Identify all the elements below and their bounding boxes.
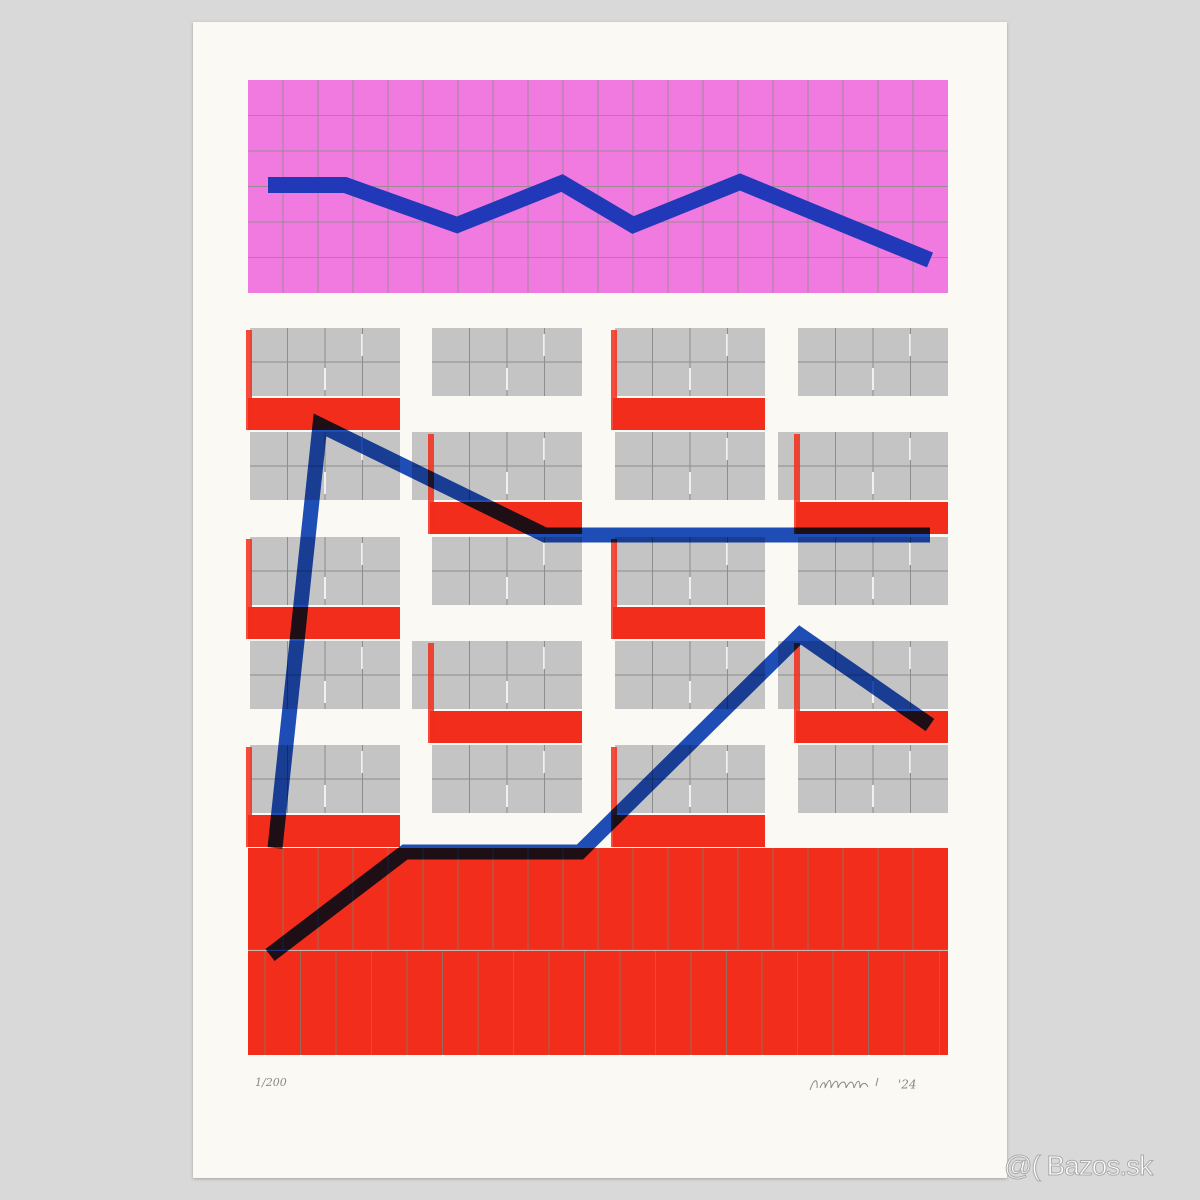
red-strip bbox=[794, 434, 800, 534]
red-grid-lower bbox=[248, 951, 948, 1055]
red-bar bbox=[613, 607, 765, 639]
blue-line-lower bbox=[265, 625, 935, 961]
red-bar bbox=[613, 815, 765, 847]
blue-line-upper bbox=[267, 413, 930, 849]
red-strip bbox=[611, 747, 617, 847]
artist-signature: '24 bbox=[808, 1076, 917, 1094]
red-strip bbox=[246, 539, 252, 639]
red-strip bbox=[611, 330, 617, 430]
red-strip bbox=[794, 643, 800, 743]
red-strip bbox=[611, 539, 617, 639]
red-strip bbox=[428, 643, 434, 743]
edition-number: 1/200 bbox=[255, 1076, 287, 1089]
watermark: @( Bazos.sk bbox=[1003, 1150, 1153, 1182]
red-bar bbox=[613, 398, 765, 430]
red-strip bbox=[246, 330, 252, 430]
red-bar bbox=[430, 711, 582, 743]
red-strip bbox=[246, 747, 252, 847]
signature-year: '24 bbox=[898, 1077, 917, 1092]
signature-scribble bbox=[809, 1077, 879, 1091]
red-bar bbox=[248, 607, 400, 639]
pink-panel-line bbox=[268, 173, 934, 268]
